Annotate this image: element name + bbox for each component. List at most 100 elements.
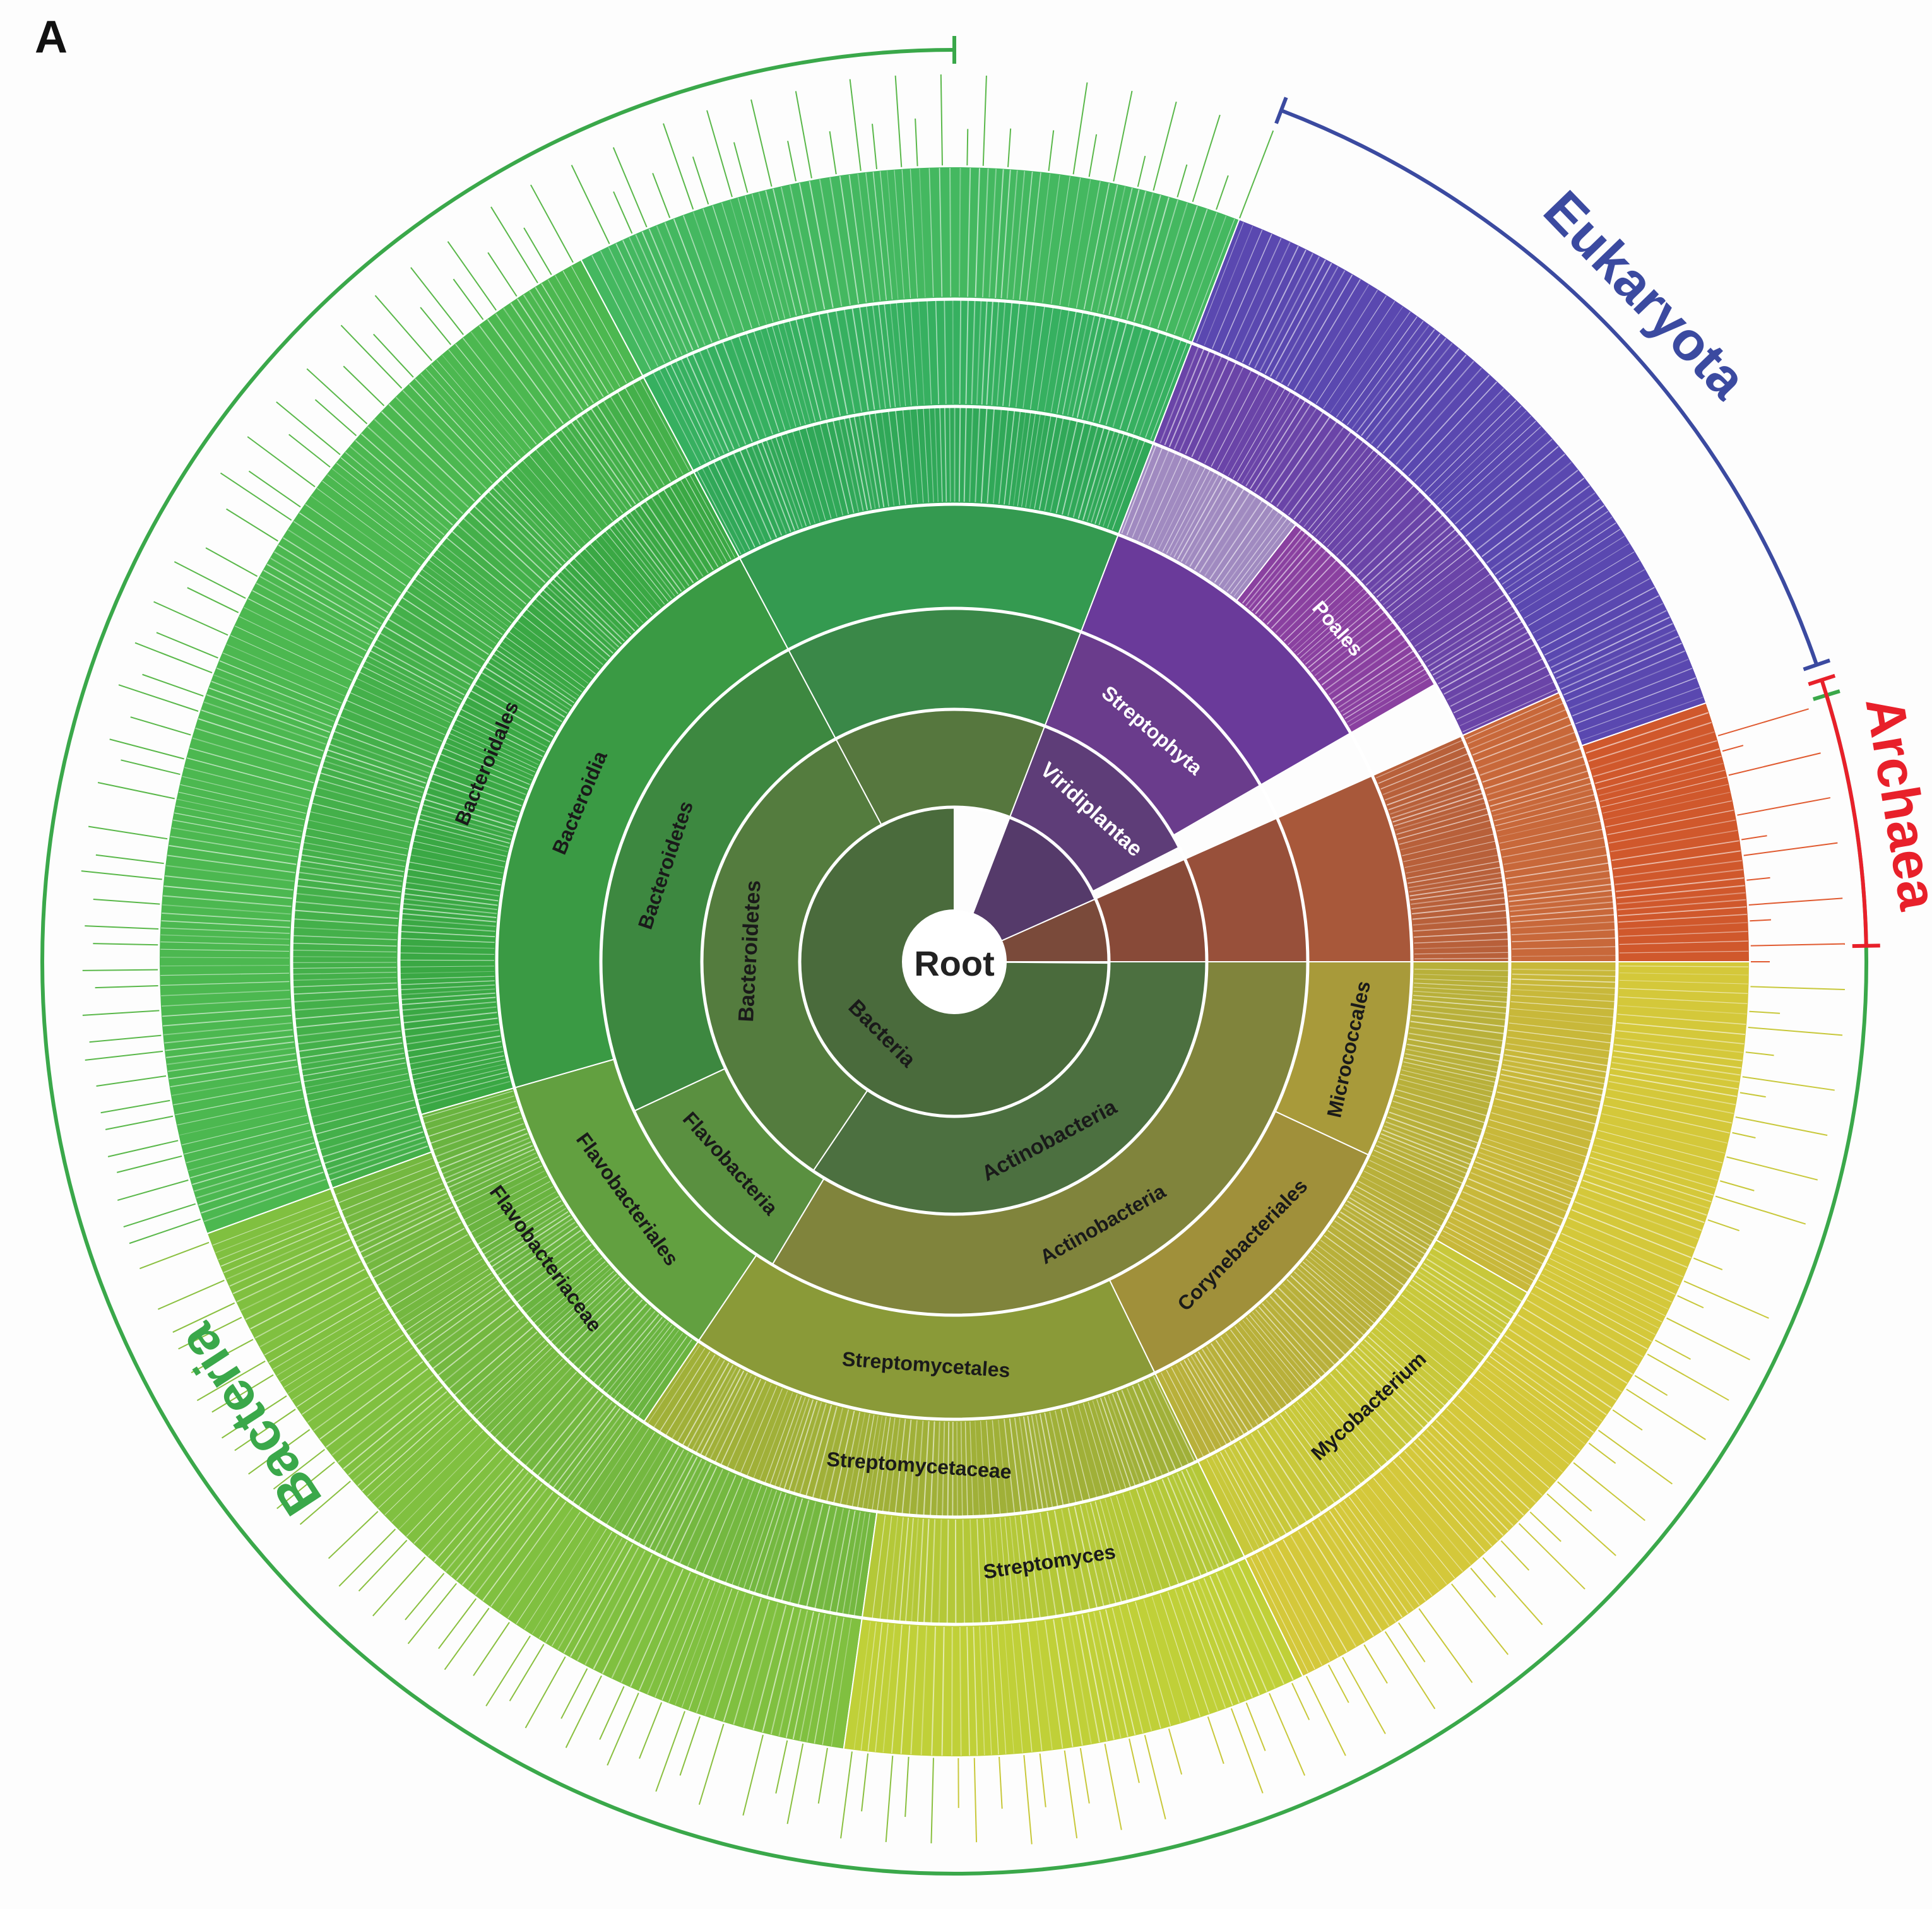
outer-spike <box>359 1540 407 1591</box>
outer-spike <box>931 1758 933 1843</box>
domain-arc-cap <box>1852 945 1880 946</box>
outer-spike <box>841 1752 852 1839</box>
outer-spike <box>1065 1751 1077 1838</box>
outer-spike <box>491 207 538 283</box>
outer-spike <box>1558 1482 1592 1511</box>
outer-spike <box>1169 1729 1182 1774</box>
outer-spike <box>143 675 204 696</box>
outer-spike <box>1748 1027 1842 1035</box>
root-label: Root <box>914 943 995 983</box>
outer-spike <box>341 325 401 388</box>
outer-spike <box>289 434 330 467</box>
outer-spike <box>139 1243 209 1268</box>
outer-spike <box>247 437 315 487</box>
outer-spike <box>751 100 771 187</box>
outer-spike <box>154 601 228 635</box>
outer-spike <box>373 1557 425 1616</box>
outer-spike <box>1307 1676 1346 1756</box>
outer-spike <box>788 1744 803 1824</box>
outer-spike <box>653 173 670 218</box>
outer-spike <box>1722 745 1743 751</box>
outer-spike <box>1750 1012 1781 1014</box>
outer-spike <box>796 91 812 178</box>
outer-spike <box>1471 1568 1495 1597</box>
taxon-line <box>950 408 951 502</box>
outer-spike <box>447 242 496 310</box>
outer-spike <box>158 1280 224 1309</box>
outer-spike <box>1736 1117 1827 1135</box>
outer-spike <box>1727 1157 1818 1179</box>
outer-spike <box>307 369 367 423</box>
outer-spike <box>1040 1754 1046 1807</box>
outer-spike <box>1684 1281 1769 1318</box>
outer-spike <box>1749 898 1842 905</box>
outer-spike <box>129 1219 201 1243</box>
outer-spike <box>1743 1077 1835 1090</box>
domain-label-eukaryota: Eukaryota <box>1532 179 1758 411</box>
outer-spike <box>1129 1739 1139 1783</box>
outer-spike <box>776 1741 787 1794</box>
outer-spike <box>110 739 184 759</box>
outer-spike <box>411 268 463 334</box>
outer-spike <box>1364 1645 1387 1683</box>
outer-spike <box>1716 1197 1806 1224</box>
outer-spike <box>1708 1220 1739 1231</box>
outer-spike <box>445 1608 489 1669</box>
outer-spike <box>83 1010 160 1015</box>
outer-spike <box>316 399 357 435</box>
outer-spike <box>1292 1683 1309 1720</box>
center-layer: Root <box>903 910 1006 1014</box>
outer-spike <box>967 129 968 165</box>
outer-spike <box>124 1204 196 1227</box>
outer-spike <box>1746 878 1770 880</box>
outer-spike <box>1153 102 1176 191</box>
outer-spike <box>680 1717 700 1776</box>
outer-spike <box>872 124 877 169</box>
outer-spike <box>1216 175 1228 210</box>
outer-spike <box>613 148 647 227</box>
outer-spike <box>850 79 861 170</box>
outer-spike <box>1138 156 1146 187</box>
outer-spike <box>374 334 413 377</box>
outer-spike <box>896 76 902 167</box>
outer-spike <box>98 783 175 798</box>
outer-spike <box>1741 836 1767 839</box>
outer-spike <box>1105 1744 1122 1829</box>
outer-spike <box>607 1693 639 1766</box>
outer-spike <box>905 1757 908 1817</box>
outer-spike <box>1720 1181 1754 1190</box>
outer-spike <box>1744 843 1838 856</box>
outer-spike <box>1399 1622 1425 1662</box>
outer-spike <box>276 402 340 454</box>
outer-spike <box>117 1156 182 1173</box>
outer-spike <box>339 1529 395 1586</box>
outer-spike <box>1718 709 1809 735</box>
outer-spike <box>1113 91 1132 181</box>
outer-spike <box>1737 798 1830 815</box>
outer-spike <box>249 471 300 507</box>
outer-spike <box>915 119 917 166</box>
outer-spike <box>220 473 291 521</box>
outer-spike <box>1750 986 1845 990</box>
outer-spike <box>1733 1133 1756 1138</box>
outer-spike <box>101 1101 170 1113</box>
outer-spike <box>693 157 708 204</box>
outer-spike <box>743 1735 763 1816</box>
outer-spike <box>862 1754 868 1812</box>
outer-spike <box>663 124 693 210</box>
outer-spike <box>131 717 191 735</box>
outer-spike <box>999 1757 1002 1809</box>
outer-spike <box>97 1076 166 1086</box>
outer-spike <box>90 1036 162 1043</box>
outer-spike <box>1452 1584 1508 1655</box>
outer-spike <box>93 943 158 945</box>
outer-spike <box>108 1140 178 1157</box>
outer-spike <box>119 685 198 711</box>
outer-spike <box>1049 131 1054 171</box>
outer-spike <box>135 643 212 673</box>
outer-spike <box>1208 1717 1224 1763</box>
outer-spike <box>1483 1557 1542 1624</box>
outer-spike <box>1193 115 1220 202</box>
outer-spike <box>85 926 158 929</box>
